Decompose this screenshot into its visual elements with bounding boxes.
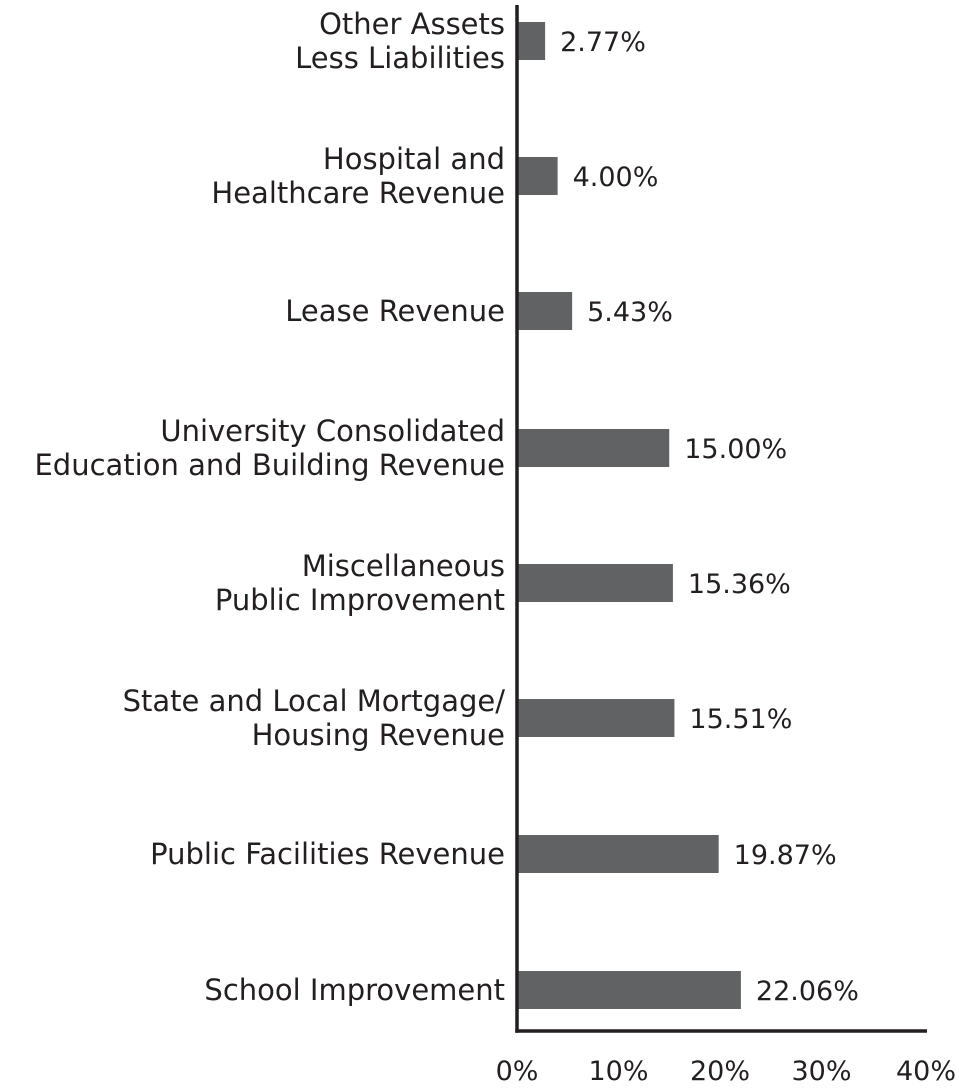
category-label: University Consolidated xyxy=(160,414,505,448)
bar-value-label: 15.00% xyxy=(684,434,787,465)
category-label: Housing Revenue xyxy=(252,718,505,752)
x-tick-label: 30% xyxy=(791,1056,851,1087)
category-label: Education and Building Revenue xyxy=(34,448,505,482)
bar xyxy=(518,429,670,467)
bar xyxy=(518,564,673,602)
bar-value-label: 15.51% xyxy=(689,704,792,735)
bar-value-label: 2.77% xyxy=(560,27,646,58)
bar xyxy=(518,699,675,737)
bar-value-label: 15.36% xyxy=(688,569,791,600)
bar-value-label: 22.06% xyxy=(756,976,859,1007)
value-labels-layer: 2.77% 4.00% 5.43% 15.00% 15.36% 15.51% 19.87% 2… xyxy=(560,27,859,1007)
bars-layer xyxy=(518,22,741,1009)
bar xyxy=(518,22,546,60)
bar xyxy=(518,157,558,195)
x-tick-label: 20% xyxy=(690,1056,750,1087)
bar xyxy=(518,292,573,330)
category-label: State and Local Mortgage/ xyxy=(123,684,506,718)
bar xyxy=(518,971,741,1009)
x-tick-labels-layer: 0% 10% 20% 30% 40% xyxy=(496,1056,956,1087)
x-tick-label: 10% xyxy=(588,1056,648,1087)
x-tick-label: 40% xyxy=(896,1056,956,1087)
category-label: Miscellaneous xyxy=(302,549,505,583)
x-tick-label: 0% xyxy=(496,1056,539,1087)
axes-layer xyxy=(515,5,927,1033)
category-label: Other Assets xyxy=(319,7,505,41)
category-label: Less Liabilities xyxy=(295,41,505,75)
bar xyxy=(518,835,719,873)
category-label: Public Facilities Revenue xyxy=(150,837,505,871)
category-label: School Improvement xyxy=(204,973,505,1007)
category-label: Lease Revenue xyxy=(285,294,505,328)
category-label: Healthcare Revenue xyxy=(211,176,505,210)
bar-value-label: 19.87% xyxy=(734,840,837,871)
bar-value-label: 5.43% xyxy=(587,297,673,328)
bar-value-label: 4.00% xyxy=(573,162,659,193)
category-label: Public Improvement xyxy=(215,583,505,617)
category-label: Hospital and xyxy=(323,142,505,176)
